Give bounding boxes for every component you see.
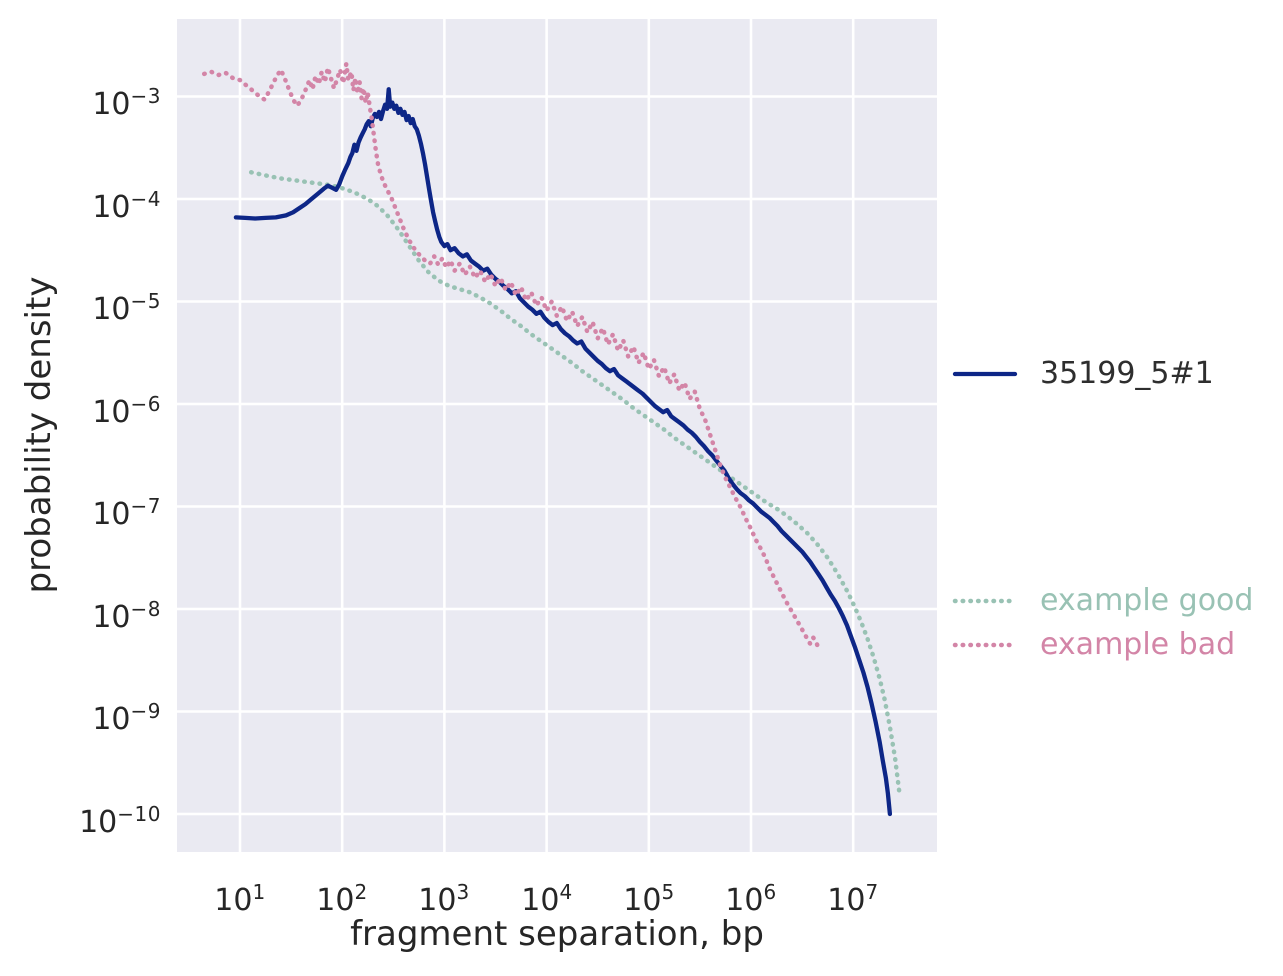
legend-entry: 35199_5#1 — [952, 357, 1214, 391]
x-tick-label: 104 — [487, 874, 607, 919]
y-tick-label: 10−5 — [11, 283, 161, 328]
tick-base: 10 — [79, 805, 118, 840]
x-tick-label: 107 — [793, 874, 913, 919]
legend-entry: example bad — [952, 628, 1235, 662]
y-axis-label: probability density — [19, 276, 59, 594]
tick-base: 10 — [92, 702, 131, 737]
plot-area — [177, 19, 937, 852]
x-tick-label: 101 — [180, 874, 300, 919]
tick-base: 10 — [92, 190, 131, 225]
y-tick-label: 10−7 — [11, 488, 161, 533]
tick-base: 10 — [92, 292, 131, 327]
y-tick-label: 10−8 — [11, 591, 161, 636]
y-tick-label: 10−10 — [11, 796, 161, 841]
tick-base: 10 — [92, 395, 131, 430]
x-tick-label: 102 — [282, 874, 402, 919]
x-axis-label: fragment separation, bp — [350, 914, 764, 954]
tick-exponent: −3 — [130, 84, 161, 108]
tick-exponent: 3 — [456, 880, 470, 904]
tick-base: 10 — [92, 497, 131, 532]
y-tick-label: 10−3 — [11, 78, 161, 123]
tick-base: 10 — [92, 87, 131, 122]
tick-exponent: −6 — [130, 392, 161, 416]
tick-exponent: −7 — [130, 494, 161, 518]
tick-exponent: −4 — [130, 187, 161, 211]
tick-base: 10 — [725, 883, 764, 918]
tick-exponent: 2 — [354, 880, 368, 904]
tick-exponent: 7 — [865, 880, 879, 904]
tick-base: 10 — [623, 883, 662, 918]
tick-base: 10 — [92, 600, 131, 635]
tick-exponent: −8 — [130, 597, 161, 621]
y-tick-label: 10−6 — [11, 386, 161, 431]
tick-exponent: −9 — [130, 699, 161, 723]
series-line-example-good — [248, 170, 902, 793]
series-line-example-bad — [201, 61, 821, 651]
legend-entry: example good — [952, 584, 1253, 618]
tick-exponent: −10 — [117, 802, 161, 826]
legend-label: example good — [1040, 583, 1254, 618]
tick-base: 10 — [316, 883, 355, 918]
tick-base: 10 — [521, 883, 560, 918]
tick-base: 10 — [214, 883, 253, 918]
x-tick-label: 106 — [691, 874, 811, 919]
tick-exponent: 5 — [661, 880, 675, 904]
legend-line-sample — [952, 598, 1018, 604]
tick-exponent: 6 — [763, 880, 777, 904]
y-tick-label: 10−4 — [11, 181, 161, 226]
x-tick-label: 103 — [384, 874, 504, 919]
legend-label: example bad — [1040, 627, 1236, 662]
x-tick-label: 105 — [589, 874, 709, 919]
tick-base: 10 — [418, 883, 457, 918]
legend-label: 35199_5#1 — [1040, 356, 1214, 391]
legend-line-sample — [952, 371, 1018, 377]
y-tick-label: 10−9 — [11, 693, 161, 738]
legend-line-sample — [952, 642, 1018, 648]
chart-canvas — [177, 19, 937, 852]
tick-exponent: 4 — [559, 880, 573, 904]
tick-exponent: 1 — [252, 880, 266, 904]
tick-exponent: −5 — [130, 289, 161, 313]
tick-base: 10 — [827, 883, 866, 918]
